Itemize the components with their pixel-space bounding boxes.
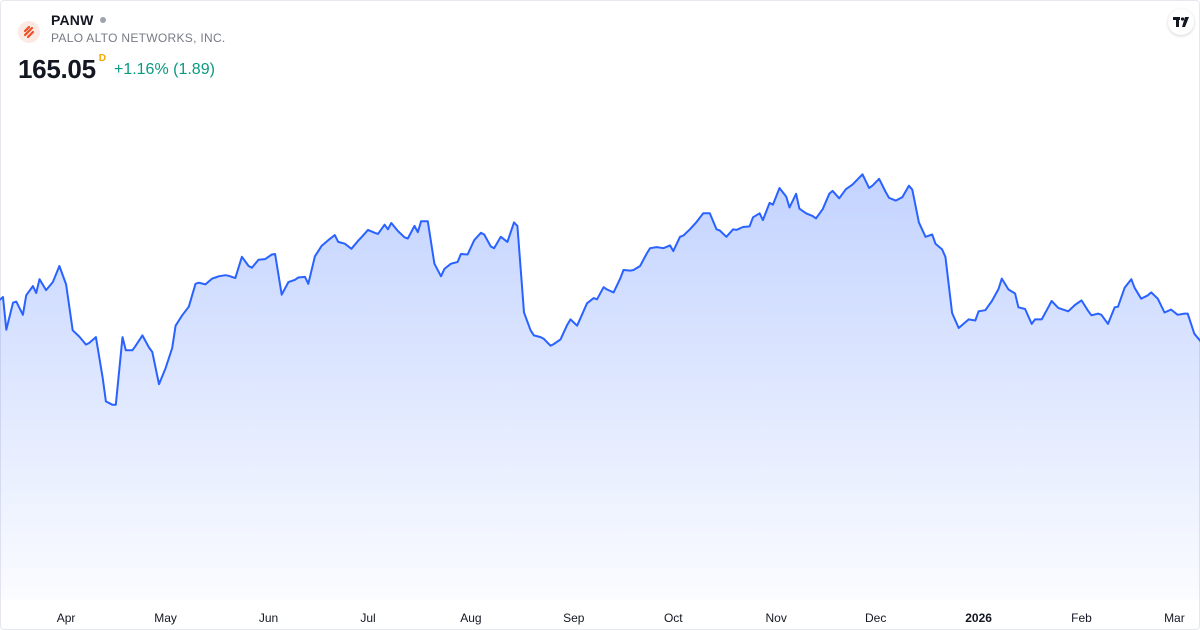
tradingview-logo-icon[interactable] [1168,9,1194,35]
x-tick-label: Aug [460,611,481,625]
ticker-symbol[interactable]: PANW [51,12,94,28]
price-line [0,173,1200,406]
period-label: D [98,53,106,64]
x-tick-label: Mar [1164,611,1185,625]
x-tick-label: 2026 [965,611,992,625]
price-change: +1.16% (1.89) [113,61,215,78]
price-area [0,174,1200,600]
x-tick-label: Oct [664,611,683,625]
palo-alto-logo-icon [18,20,40,43]
x-tick-label: Sep [563,611,585,625]
x-axis: Apr May Jun Jul Aug Sep Oct Nov Dec 2026 Feb Mar [57,611,1185,625]
x-tick-label: Jul [360,611,375,625]
market-status-dot-icon [99,17,106,23]
last-price: 165.05 [18,54,96,84]
x-tick-label: Nov [766,611,787,625]
x-tick-label: Apr [57,611,76,625]
x-tick-label: Dec [865,611,886,625]
x-tick-label: Jun [259,611,278,625]
x-tick-label: May [154,611,177,625]
x-tick-label: Feb [1071,611,1092,625]
symbol-header: PANW PALO ALTO NETWORKS, INC. 165.05 D +… [18,10,226,83]
company-name: PALO ALTO NETWORKS, INC. [51,31,226,45]
